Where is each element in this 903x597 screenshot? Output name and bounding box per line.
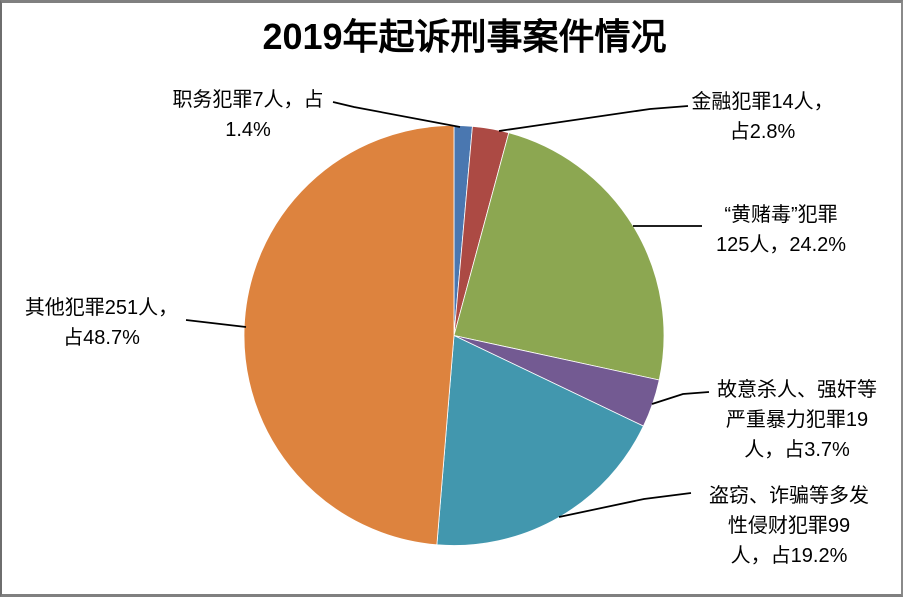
pie-chart [185, 101, 710, 546]
callout-line: 职务犯罪7人，占 [172, 89, 324, 111]
callout-line: 盗窃、诈骗等多发 [709, 485, 869, 507]
callout-line: 故意杀人、强奸等 [717, 379, 877, 401]
callout-duty-crime: 职务犯罪7人，占 1.4% [158, 85, 338, 145]
callout-line: 占2.8% [729, 121, 796, 143]
callout-financial-crime: 金融犯罪14人， 占2.8% [680, 87, 845, 147]
leader-line-other [185, 319, 247, 328]
callout-line: 人，占3.7% [744, 439, 850, 461]
callout-line: 1.4% [225, 119, 271, 141]
leader-lines-group [185, 101, 710, 518]
callout-vice-crime: “黄赌毒”犯罪 125人，24.2% [686, 200, 876, 260]
leader-line-finance [498, 105, 689, 132]
callout-line: “黄赌毒”犯罪 [724, 204, 838, 226]
callout-line: 其他犯罪251人， [24, 297, 179, 319]
callout-line: 人，占19.2% [730, 545, 848, 567]
callout-line: 125人，24.2% [715, 234, 847, 256]
callout-violent-crime: 故意杀人、强奸等 严重暴力犯罪19 人，占3.7% [702, 375, 892, 465]
pie-slice-5 [243, 125, 455, 546]
callout-line: 严重暴力犯罪19 [725, 409, 869, 431]
chart-title: 2019年起诉刑事案件情况 [262, 16, 667, 57]
pie-slice-4 [436, 334, 644, 546]
leader-line-theft [558, 492, 692, 518]
callout-theft-fraud-crime: 盗窃、诈骗等多发 性侵财犯罪99 人，占19.2% [694, 481, 884, 571]
callout-line: 性侵财犯罪99 [727, 515, 851, 537]
pie-slices-group [243, 125, 665, 546]
callout-line: 金融犯罪14人， [691, 91, 834, 113]
callout-other-crime: 其他犯罪251人， 占48.7% [14, 293, 189, 353]
leader-line-violent [651, 391, 710, 405]
callout-line: 占48.7% [63, 327, 140, 349]
leader-line-duty [332, 101, 461, 128]
